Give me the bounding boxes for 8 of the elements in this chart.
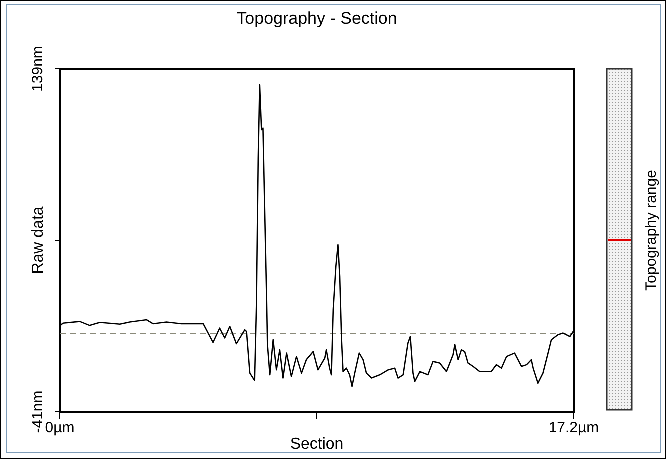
y-tick-label: -41nm [29, 390, 46, 434]
x-axis-title: Section [290, 436, 344, 453]
x-tick-label: 0µm [45, 420, 75, 437]
text: Topography range [643, 170, 660, 291]
y-axis-title: Raw data [30, 206, 47, 274]
chart-title: Topography - Section [236, 9, 398, 28]
x-tick-label: 17.2µm [548, 420, 600, 437]
y-tick-label: 139nm [29, 46, 46, 92]
